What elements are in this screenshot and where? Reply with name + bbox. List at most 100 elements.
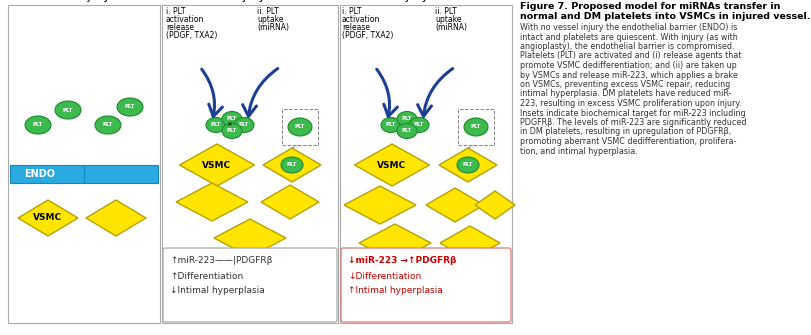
FancyBboxPatch shape [163, 248, 337, 322]
Ellipse shape [234, 118, 254, 133]
Text: ↑Intimal hyperplasia: ↑Intimal hyperplasia [348, 286, 442, 295]
Polygon shape [358, 224, 431, 262]
Ellipse shape [206, 118, 225, 133]
Bar [10, 165, 158, 183]
Polygon shape [354, 144, 429, 186]
Text: ii. PLT: ii. PLT [257, 7, 278, 16]
FancyArrowPatch shape [201, 69, 222, 117]
Ellipse shape [397, 112, 417, 127]
Polygon shape [176, 183, 247, 221]
Polygon shape [263, 148, 320, 182]
Polygon shape [439, 148, 496, 182]
Text: release: release [165, 23, 194, 32]
Text: VSMC: VSMC [33, 213, 62, 222]
Text: (miRNA): (miRNA) [435, 23, 466, 32]
Text: ii. PLT: ii. PLT [435, 7, 456, 16]
Ellipse shape [397, 124, 417, 138]
Text: i. PLT: i. PLT [341, 7, 361, 16]
Ellipse shape [25, 116, 51, 134]
Ellipse shape [117, 98, 143, 116]
Text: by VSMCs and release miR-223, which applies a brake: by VSMCs and release miR-223, which appl… [519, 70, 737, 79]
Polygon shape [344, 186, 415, 224]
Text: PLT: PLT [401, 129, 412, 134]
Text: ×: × [225, 121, 232, 127]
Text: intimal hyperplasia. DM platelets have reduced miR-: intimal hyperplasia. DM platelets have r… [519, 89, 731, 98]
Text: ENDO: ENDO [24, 169, 55, 179]
Text: With no vessel injury the endothelial barrier (ENDO) is: With no vessel injury the endothelial ba… [519, 23, 736, 32]
Ellipse shape [380, 118, 401, 133]
Text: angioplasty), the endothelial barrier is compromised.: angioplasty), the endothelial barrier is… [519, 42, 734, 51]
Text: (PDGF, TXA2): (PDGF, TXA2) [341, 31, 393, 40]
Text: PLT: PLT [294, 125, 305, 130]
Polygon shape [260, 185, 319, 219]
Text: PLT: PLT [226, 117, 237, 122]
Polygon shape [86, 200, 146, 236]
Text: VSMC: VSMC [377, 160, 406, 170]
Text: uptake: uptake [435, 15, 461, 24]
FancyArrowPatch shape [242, 69, 277, 116]
Text: PLT: PLT [401, 117, 412, 122]
Text: ↑Differentiation: ↑Differentiation [169, 272, 243, 281]
Text: Injury –DM: Injury –DM [394, 0, 457, 2]
Text: ↓Differentiation: ↓Differentiation [348, 272, 421, 281]
Ellipse shape [463, 118, 487, 136]
Text: normal and DM platelets into VSMCs in injured vessel.: normal and DM platelets into VSMCs in in… [519, 12, 809, 21]
Text: activation: activation [165, 15, 204, 24]
Ellipse shape [221, 112, 242, 127]
Text: PLT: PLT [211, 123, 221, 128]
Text: i. PLT: i. PLT [165, 7, 185, 16]
Text: 223, resulting in excess VSMC proliferation upon injury.: 223, resulting in excess VSMC proliferat… [519, 99, 740, 108]
Text: promote VSMC dedifferentiation; and (ii) are taken up: promote VSMC dedifferentiation; and (ii)… [519, 61, 736, 70]
Ellipse shape [55, 101, 81, 119]
Text: ↓Intimal hyperplasia: ↓Intimal hyperplasia [169, 286, 264, 295]
Ellipse shape [457, 157, 478, 173]
Text: release: release [341, 23, 370, 32]
Ellipse shape [288, 118, 311, 136]
Polygon shape [18, 200, 78, 236]
Text: PDGFRβ. The levels of miR-223 are significantly reduced: PDGFRβ. The levels of miR-223 are signif… [519, 118, 745, 127]
Ellipse shape [95, 116, 121, 134]
Text: Injury: Injury [233, 0, 267, 2]
Text: in DM platelets, resulting in upregulation of PDGFRβ,: in DM platelets, resulting in upregulati… [519, 128, 730, 136]
Ellipse shape [281, 157, 303, 173]
Polygon shape [214, 219, 285, 257]
Polygon shape [426, 188, 483, 222]
Text: Platelets (PLT) are activated and (i) release agents that: Platelets (PLT) are activated and (i) re… [519, 52, 740, 61]
Text: PLT: PLT [226, 129, 237, 134]
FancyArrowPatch shape [376, 69, 397, 117]
Text: tion, and intimal hyperplasia.: tion, and intimal hyperplasia. [519, 146, 637, 155]
Text: ↓miR-223 →↑PDGFRβ: ↓miR-223 →↑PDGFRβ [348, 256, 456, 265]
Text: Insets indicate biochemical target for miR-223 including: Insets indicate biochemical target for m… [519, 109, 744, 118]
Text: No injury: No injury [58, 0, 110, 2]
Polygon shape [474, 191, 514, 219]
Text: (PDGF, TXA2): (PDGF, TXA2) [165, 31, 217, 40]
Text: PLT: PLT [470, 125, 481, 130]
Bar [340, 5, 512, 323]
Polygon shape [440, 226, 500, 260]
Text: ↑miR-223——|PDGFRβ: ↑miR-223——|PDGFRβ [169, 256, 272, 265]
Text: PLT: PLT [238, 123, 249, 128]
Text: activation: activation [341, 15, 380, 24]
Text: PLT: PLT [385, 123, 396, 128]
Ellipse shape [221, 124, 242, 138]
FancyBboxPatch shape [341, 248, 510, 322]
Text: PLT: PLT [286, 162, 297, 168]
Text: Figure 7. Proposed model for miRNAs transfer in: Figure 7. Proposed model for miRNAs tran… [519, 2, 779, 11]
Text: PLT: PLT [103, 123, 113, 128]
Text: on VSMCs, preventing excess VSMC repair, reducing: on VSMCs, preventing excess VSMC repair,… [519, 80, 729, 89]
Text: PLT: PLT [125, 105, 135, 110]
Text: uptake: uptake [257, 15, 283, 24]
Text: intact and platelets are quiescent. With injury (as with: intact and platelets are quiescent. With… [519, 32, 737, 42]
Text: promoting aberrant VSMC dedifferentiation, prolifera-: promoting aberrant VSMC dedifferentiatio… [519, 137, 736, 146]
Bar [281, 109, 318, 145]
Ellipse shape [409, 118, 428, 133]
Text: PLT: PLT [62, 108, 73, 113]
Polygon shape [179, 144, 254, 186]
Bar [457, 109, 493, 145]
Text: PLT: PLT [32, 123, 43, 128]
Bar [8, 5, 160, 323]
Text: VSMC: VSMC [202, 160, 231, 170]
Bar [162, 5, 337, 323]
Text: PLT: PLT [462, 162, 473, 168]
FancyArrowPatch shape [417, 69, 453, 116]
